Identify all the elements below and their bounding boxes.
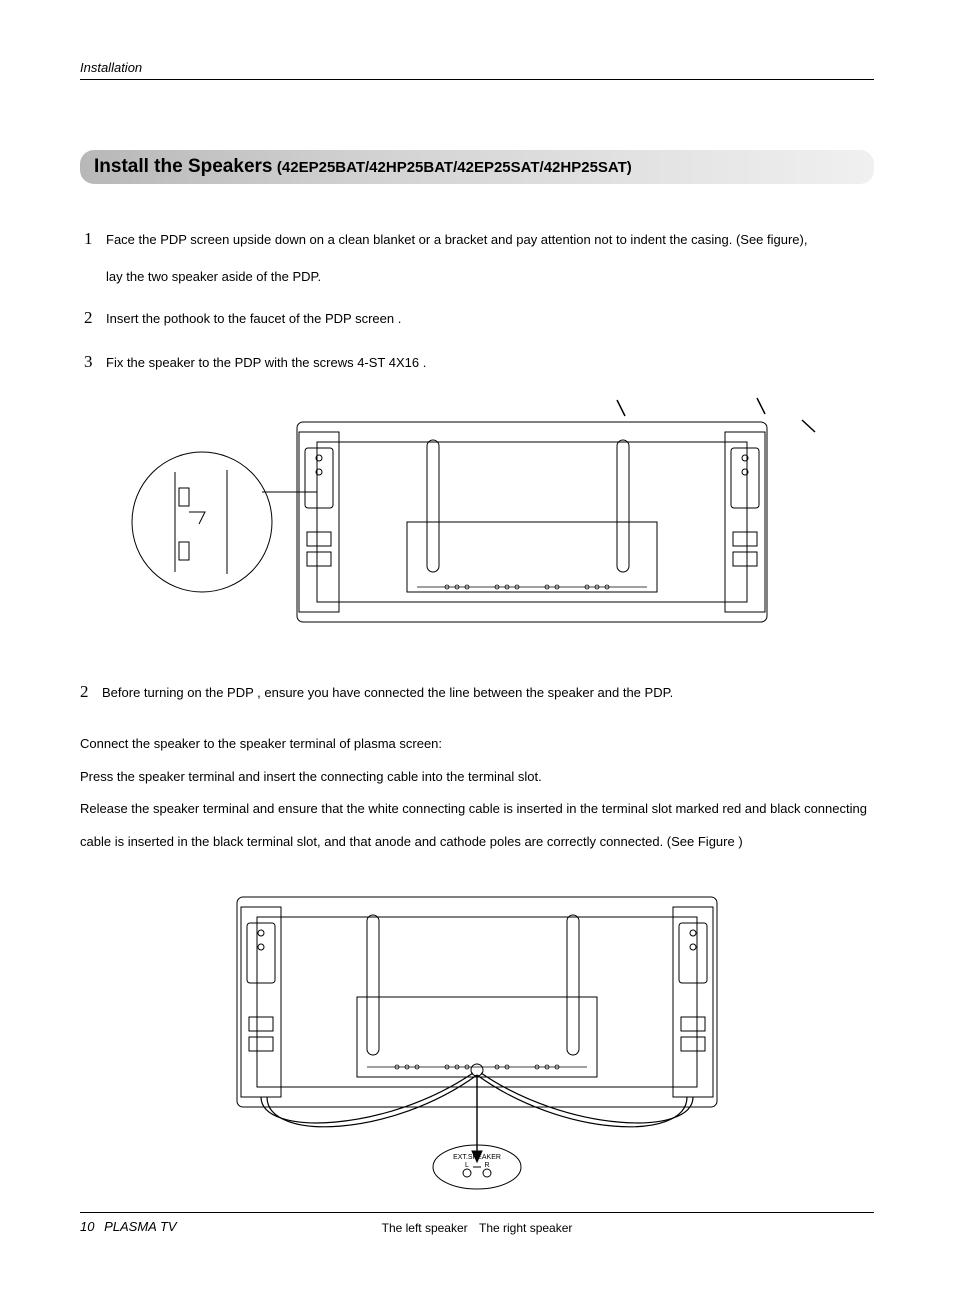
step-row: 3 Fix the speaker to the PDP with the sc…: [84, 347, 874, 378]
steps-top: 1 Face the PDP screen upside down on a c…: [84, 224, 874, 378]
step-text: Insert the pothook to the faucet of the …: [106, 307, 874, 330]
body-text: Press the speaker terminal and insert th…: [80, 763, 874, 792]
step-row: 2 Insert the pothook to the faucet of th…: [84, 303, 874, 334]
step-number: 2: [84, 303, 98, 334]
l-label: L: [465, 1162, 469, 1169]
figure-2: EXT.SPEAKER L R The left speaker The rig…: [80, 887, 874, 1235]
step-2-lower: 2 Before turning on the PDP , ensure you…: [80, 682, 874, 706]
step-number: 2: [80, 682, 94, 702]
title-models: (42EP25BAT/42HP25BAT/42EP25SAT/42HP25SAT…: [277, 159, 632, 176]
step-row: 1 Face the PDP screen upside down on a c…: [84, 224, 874, 289]
body-text: cable is inserted in the black terminal …: [80, 828, 874, 857]
footer-label: PLASMA TV: [104, 1219, 176, 1234]
step-number: 1: [84, 224, 98, 255]
step-text: Before turning on the PDP , ensure you h…: [102, 684, 874, 702]
body-text: Connect the speaker to the speaker termi…: [80, 730, 874, 759]
figure-1: [80, 392, 874, 642]
r-label: R: [484, 1162, 489, 1169]
header-section: Installation: [80, 60, 874, 80]
page-number: 10: [80, 1219, 94, 1234]
body-text: Release the speaker terminal and ensure …: [80, 795, 874, 824]
step-text-line: lay the two speaker aside of the PDP.: [106, 265, 874, 288]
ext-speaker-label: EXT.SPEAKER: [453, 1154, 501, 1161]
page-footer: 10 PLASMA TV: [80, 1212, 874, 1234]
step-text: Fix the speaker to the PDP with the scre…: [106, 351, 874, 374]
title-main: Install the Speakers: [94, 156, 272, 177]
step-number: 3: [84, 347, 98, 378]
step-text-line: Face the PDP screen upside down on a cle…: [106, 232, 807, 247]
step-text: Face the PDP screen upside down on a cle…: [106, 228, 874, 289]
title-bar: Install the Speakers (42EP25BAT/42HP25BA…: [80, 150, 874, 184]
